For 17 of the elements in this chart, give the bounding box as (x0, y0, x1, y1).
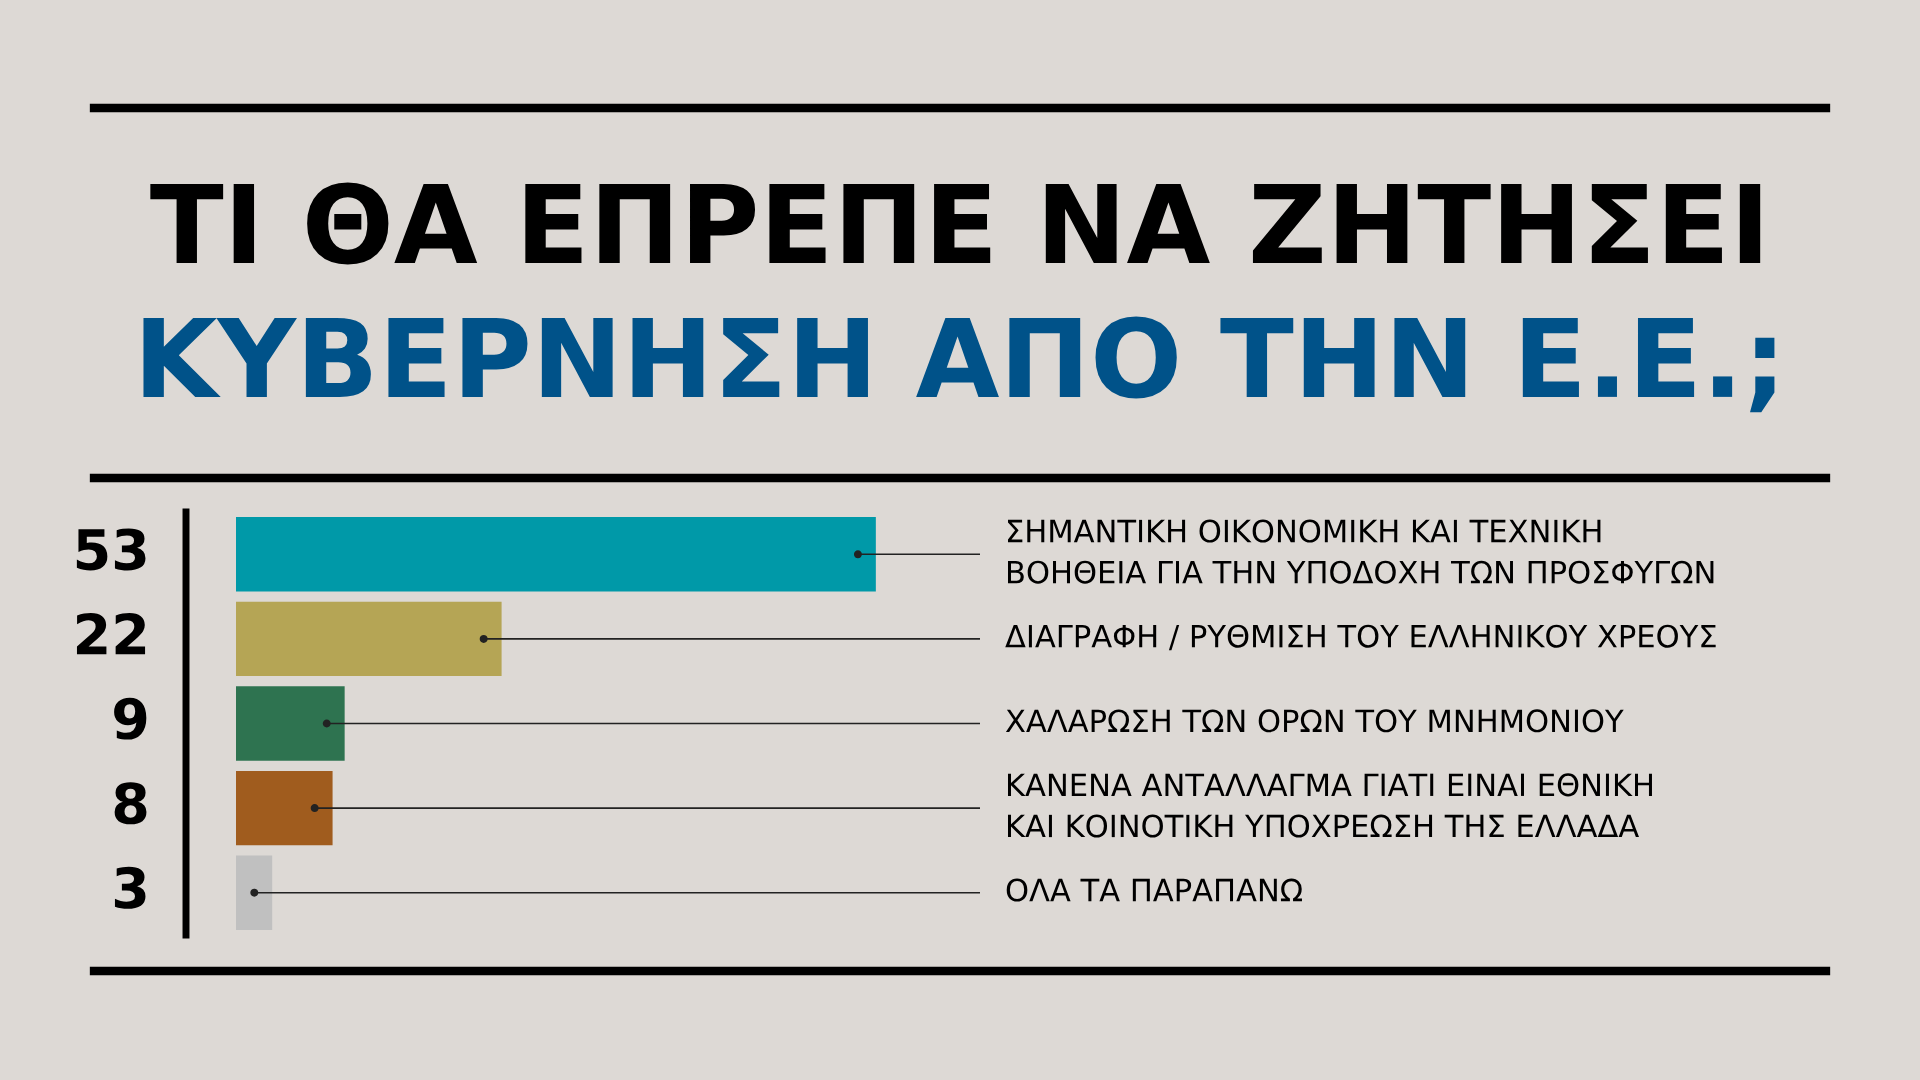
chart-subtitle: ΚΥΒΕΡΝΗΣΗ ΑΠΟ ΤΗΝ Ε.Ε.; (143, 316, 1775, 413)
y-tick-label: ΧΑΛΑΡΩΣΗ ΤΩΝ ΟΡΩΝ ΤΟΥ ΜΝΗΜΟΝΙΟΥ (1005, 709, 1624, 733)
bar (236, 517, 876, 592)
data-label: 8 (114, 782, 147, 825)
y-tick-label: ΣΗΜΑΝΤΙΚΗ ΟΙΚΟΝΟΜΙΚΗ ΚΑΙ ΤΕΧΝΙΚΗ ΒΟΗΘΕΙΑ ΓΙΑ ΤΗΝ ΥΠΟΔΟΧΗ ΤΩΝ ΠΡΟΣΦΥΓΩΝ (1008, 519, 1714, 584)
chart-title: ΤΙ ΘΑ ΕΠΡΕΠΕ ΝΑ ΖΗΤΗΣΕΙ (150, 182, 1761, 265)
y-tick-label: ΟΛΑ ΤΑ ΠΑΡΑΠΑΝΩ (1006, 878, 1302, 902)
bar (236, 686, 345, 761)
y-tick-label: ΚΑΝΕΝΑ ΑΝΤΑΛΛΑΓΜΑ ΓΙΑΤΙ ΕΙΝΑΙ ΕΘΝΙΚΗ ΚΑΙ ΚΟΙΝΟΤΙΚΗ ΥΠΟΧΡΕΩΣΗ ΤΗΣ ΕΛΛΑΔΑ (1008, 773, 1652, 838)
bar (236, 770, 333, 846)
bar (236, 855, 273, 930)
y-tick-label: ΔΙΑΓΡΑΦΗ / ΡΥΘΜΙΣΗ ΤΟΥ ΕΛΛΗΝΙΚΟΥ ΧΡΕΟΥΣ (1005, 624, 1716, 651)
bar (236, 601, 502, 677)
data-label: 3 (114, 866, 146, 909)
data-label: 9 (114, 697, 147, 740)
data-label: 53 (76, 528, 146, 571)
data-label: 22 (76, 613, 146, 655)
